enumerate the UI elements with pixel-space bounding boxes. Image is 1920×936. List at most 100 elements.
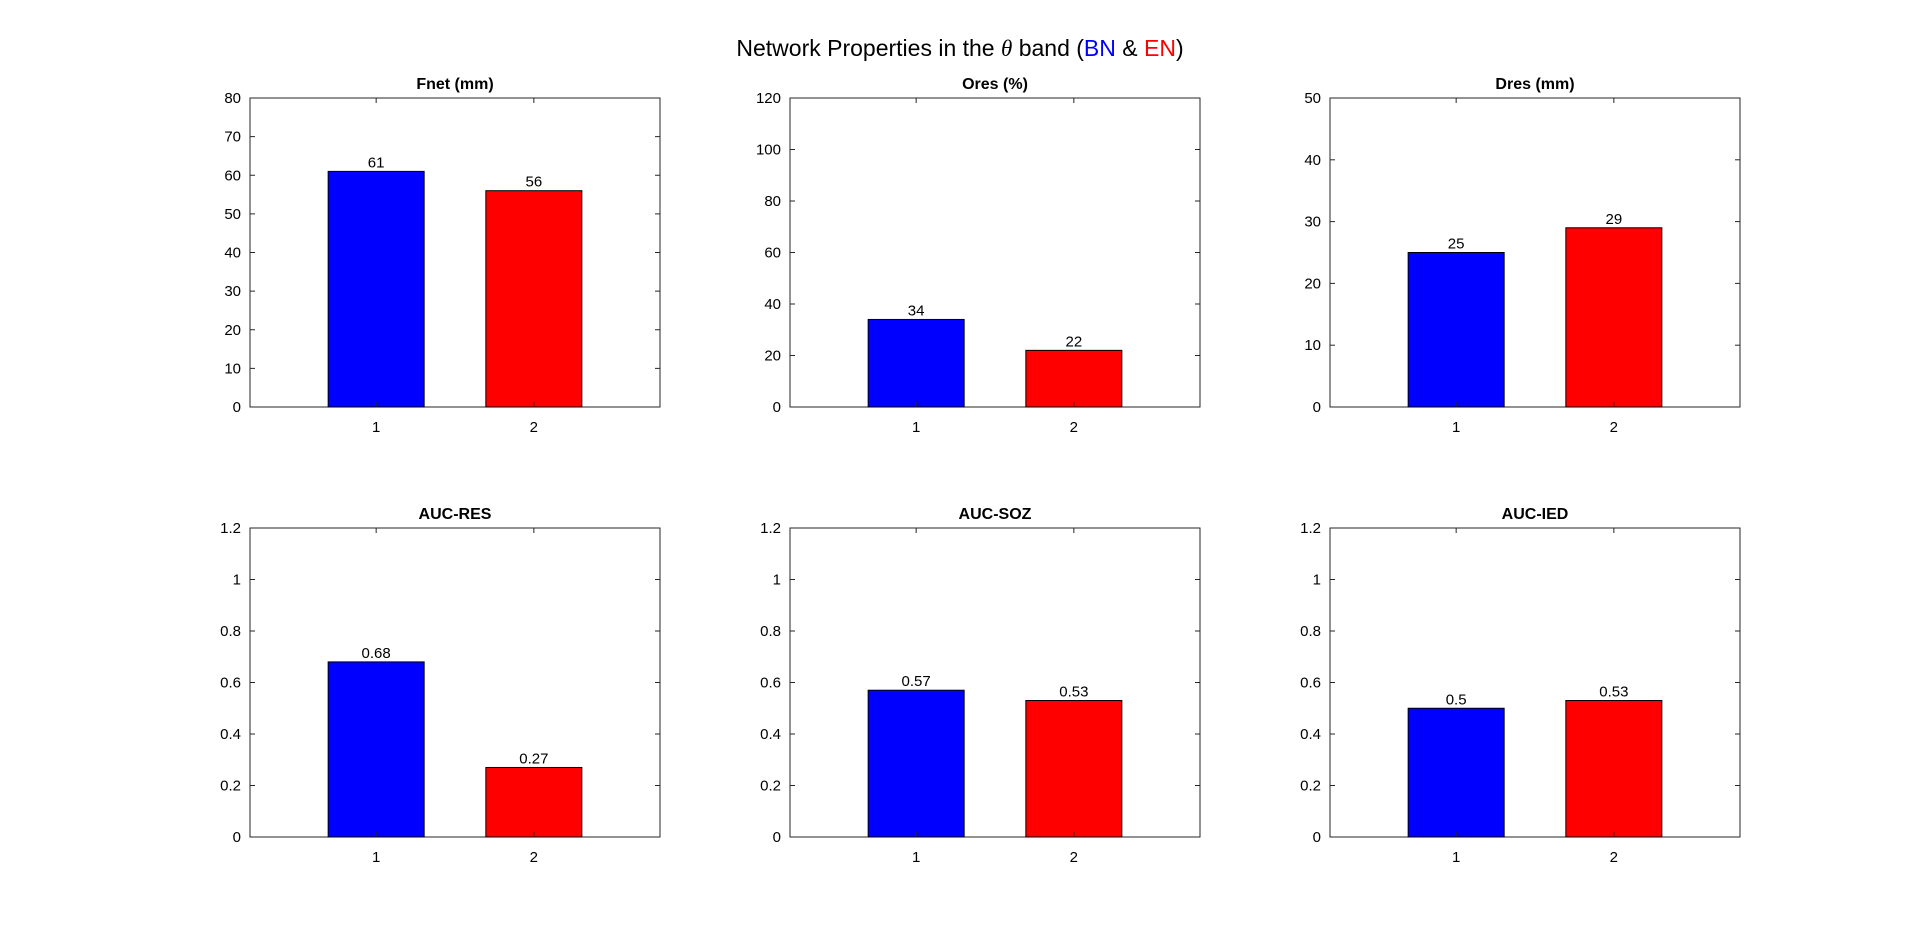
title-amp: &	[1116, 35, 1144, 61]
y-tick-label: 0.6	[220, 675, 241, 692]
y-tick-label: 1	[233, 572, 241, 589]
y-tick-label: 70	[224, 129, 241, 146]
subplot-6: AUC-IED 0 0.2 0.4 0.6 0.8 1 1.2 1 0.5 2 0.53	[1300, 506, 1741, 866]
bar-1	[867, 318, 965, 408]
x-tick-label: 2	[1610, 419, 1618, 436]
bar-value-label: 0.27	[519, 750, 548, 767]
y-tick-label: 0.2	[760, 778, 781, 795]
axes-box	[249, 97, 661, 408]
y-tick-label: 0	[1313, 829, 1321, 846]
y-tick-label: 0.8	[1300, 623, 1321, 640]
y-tick-label: 40	[224, 245, 241, 262]
x-tick-label: 1	[912, 849, 920, 866]
y-tick-label: 0	[1313, 399, 1321, 416]
axes-box	[789, 97, 1201, 408]
y-tick-label: 0.8	[760, 623, 781, 640]
bar-value-label: 0.53	[1599, 684, 1628, 701]
x-tick-label: 2	[1610, 849, 1618, 866]
y-tick-label: 80	[764, 193, 781, 210]
y-tick-label: 100	[756, 142, 781, 159]
figure-title: Network Properties in the θ band (BN & E…	[736, 35, 1183, 61]
bar-value-label: 0.57	[902, 673, 931, 690]
y-tick-label: 0	[773, 829, 781, 846]
y-tick-label: 50	[1304, 90, 1321, 107]
y-tick-label: 20	[764, 348, 781, 365]
y-tick-label: 0.4	[220, 726, 241, 743]
subplot-title: AUC-RES	[419, 506, 492, 523]
x-tick-label: 1	[1452, 849, 1460, 866]
bar-1	[867, 689, 965, 838]
y-tick-label: 0	[233, 399, 241, 416]
subplot-title: Dres (mm)	[1495, 76, 1574, 93]
bar-2	[1565, 700, 1663, 838]
bar-value-label: 61	[368, 154, 385, 171]
axes-box	[249, 527, 661, 838]
title-en: EN	[1144, 35, 1176, 61]
axes-box	[789, 527, 1201, 838]
bar-value-label: 0.5	[1446, 691, 1467, 708]
y-tick-label: 60	[224, 167, 241, 184]
y-tick-label: 40	[764, 296, 781, 313]
y-tick-label: 0.2	[220, 778, 241, 795]
y-tick-label: 0.6	[1300, 675, 1321, 692]
title-prefix: Network Properties in the	[736, 35, 1001, 61]
y-tick-label: 1.2	[1300, 520, 1321, 537]
bar-value-label: 34	[908, 302, 925, 319]
y-tick-label: 0.2	[1300, 778, 1321, 795]
y-tick-label: 10	[1304, 337, 1321, 354]
bar-value-label: 56	[526, 174, 543, 191]
x-tick-label: 1	[372, 849, 380, 866]
y-tick-label: 120	[756, 90, 781, 107]
y-tick-label: 1.2	[760, 520, 781, 537]
title-theta-symbol: θ	[1001, 36, 1012, 61]
bar-2	[1565, 227, 1663, 408]
y-tick-label: 30	[224, 283, 241, 300]
y-tick-label: 20	[224, 322, 241, 339]
subplot-title: Fnet (mm)	[416, 76, 493, 93]
y-tick-label: 60	[764, 245, 781, 262]
bar-value-label: 0.53	[1059, 684, 1088, 701]
bar-value-label: 22	[1066, 333, 1083, 350]
axes-box	[1329, 527, 1741, 838]
y-tick-label: 50	[224, 206, 241, 223]
y-tick-label: 40	[1304, 152, 1321, 169]
title-bn: BN	[1084, 35, 1116, 61]
y-tick-label: 0.8	[220, 623, 241, 640]
bar-2	[485, 766, 583, 838]
subplot-3: Dres (mm) 0 10 20 30 40 50 1 25 2 29	[1304, 76, 1741, 436]
y-tick-label: 20	[1304, 275, 1321, 292]
x-tick-label: 2	[530, 849, 538, 866]
subplot-4: AUC-RES 0 0.2 0.4 0.6 0.8 1 1.2 1 0.68 2 0.27	[220, 506, 661, 866]
subplot-title: AUC-SOZ	[959, 506, 1032, 523]
x-tick-label: 2	[1070, 419, 1078, 436]
bar-1	[327, 661, 425, 838]
y-tick-label: 0.6	[760, 675, 781, 692]
bar-2	[1025, 700, 1123, 838]
x-tick-label: 2	[1070, 849, 1078, 866]
subplot-title: Ores (%)	[962, 76, 1028, 93]
bar-2	[1025, 349, 1123, 408]
y-tick-label: 30	[1304, 214, 1321, 231]
subplot-5: AUC-SOZ 0 0.2 0.4 0.6 0.8 1 1.2 1 0.57 2 0.53	[760, 506, 1201, 866]
subplot-title: AUC-IED	[1502, 506, 1569, 523]
bar-1	[1407, 707, 1505, 838]
y-tick-label: 0	[233, 829, 241, 846]
title-suffix: )	[1176, 35, 1184, 61]
y-tick-label: 0	[773, 399, 781, 416]
subplot-1: Fnet (mm) 0 10 20 30 40 50 60 70 80 1 61 2 56	[224, 76, 661, 436]
bar-value-label: 29	[1606, 211, 1623, 228]
bar-value-label: 0.68	[362, 645, 391, 662]
bar-value-label: 25	[1448, 236, 1465, 253]
x-tick-label: 1	[1452, 419, 1460, 436]
y-tick-label: 1.2	[220, 520, 241, 537]
bar-2	[485, 190, 583, 408]
y-tick-label: 1	[1313, 572, 1321, 589]
y-tick-label: 80	[224, 90, 241, 107]
bar-1	[1407, 252, 1505, 408]
bar-1	[327, 170, 425, 408]
y-tick-label: 0.4	[1300, 726, 1321, 743]
x-tick-label: 1	[372, 419, 380, 436]
